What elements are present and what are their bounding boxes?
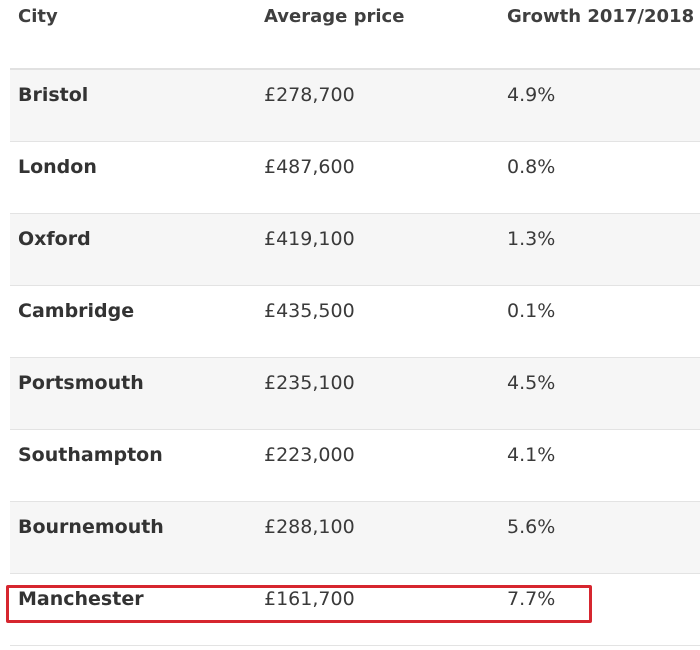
- growth-cell: 4.5%: [507, 372, 556, 394]
- growth-cell: 7.7%: [507, 588, 556, 610]
- growth-cell: 1.3%: [507, 228, 556, 250]
- table-row: Portsmouth £235,100 4.5%: [10, 358, 700, 430]
- header-city: City: [18, 6, 58, 27]
- city-cell: London: [18, 156, 97, 178]
- growth-cell: 0.8%: [507, 156, 556, 178]
- table-row: Southampton £223,000 4.1%: [10, 430, 700, 502]
- growth-cell: 4.1%: [507, 444, 556, 466]
- city-cell: Bristol: [18, 84, 89, 106]
- price-cell: £487,600: [264, 156, 355, 178]
- city-price-table: City Average price Growth 2017/2018 Bris…: [10, 0, 700, 646]
- price-cell: £161,700: [264, 588, 355, 610]
- city-cell: Manchester: [18, 588, 144, 610]
- table-row: London £487,600 0.8%: [10, 142, 700, 214]
- price-cell: £435,500: [264, 300, 355, 322]
- growth-cell: 5.6%: [507, 516, 556, 538]
- city-cell: Oxford: [18, 228, 91, 250]
- price-cell: £419,100: [264, 228, 355, 250]
- price-cell: £223,000: [264, 444, 355, 466]
- price-cell: £288,100: [264, 516, 355, 538]
- table-row: Cambridge £435,500 0.1%: [10, 286, 700, 358]
- city-cell: Bournemouth: [18, 516, 164, 538]
- city-cell: Cambridge: [18, 300, 135, 322]
- header-growth: Growth 2017/2018: [507, 6, 695, 27]
- city-cell: Portsmouth: [18, 372, 144, 394]
- table-header: City Average price Growth 2017/2018: [10, 0, 700, 70]
- table-row: Manchester £161,700 7.7%: [10, 574, 700, 646]
- city-cell: Southampton: [18, 444, 163, 466]
- growth-cell: 4.9%: [507, 84, 556, 106]
- table-row: Bournemouth £288,100 5.6%: [10, 502, 700, 574]
- price-cell: £278,700: [264, 84, 355, 106]
- table-row: Oxford £419,100 1.3%: [10, 214, 700, 286]
- price-cell: £235,100: [264, 372, 355, 394]
- growth-cell: 0.1%: [507, 300, 556, 322]
- header-average-price: Average price: [264, 6, 405, 27]
- table-row: Bristol £278,700 4.9%: [10, 70, 700, 142]
